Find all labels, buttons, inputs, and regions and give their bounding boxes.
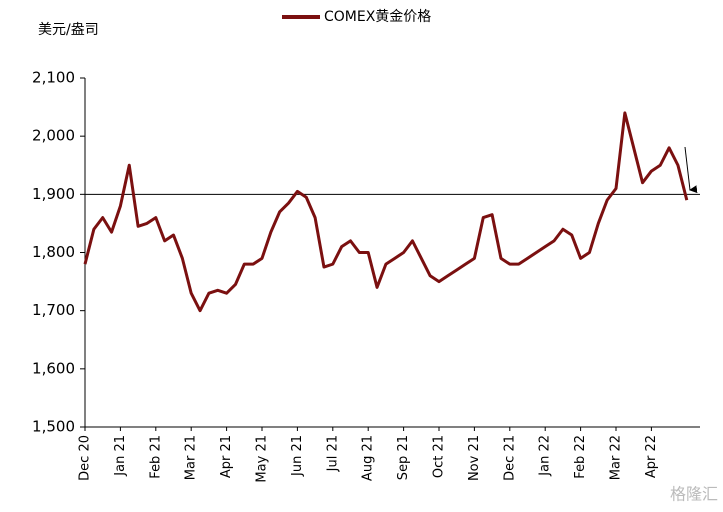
x-tick-label: Jan 21 bbox=[113, 435, 128, 477]
y-tick-label: 1,600 bbox=[32, 359, 75, 377]
y-tick-label: 1,700 bbox=[32, 301, 75, 319]
x-tick-label: Aug 21 bbox=[361, 435, 376, 481]
watermark: 格隆汇 bbox=[670, 485, 718, 504]
x-tick-label: Sep 21 bbox=[396, 435, 411, 480]
x-tick-label: Nov 21 bbox=[467, 435, 482, 481]
x-tick-label: Oct 21 bbox=[432, 435, 447, 478]
x-tick-label: Jun 21 bbox=[290, 435, 305, 477]
x-tick-label: Jul 21 bbox=[325, 435, 340, 472]
y-axis-label: 美元/盎司 bbox=[38, 22, 99, 38]
arrow bbox=[684, 146, 698, 194]
legend-label: COMEX黄金价格 bbox=[324, 8, 431, 25]
y-tick-label: 2,100 bbox=[32, 69, 75, 87]
x-tick-label: Dec 21 bbox=[502, 435, 517, 481]
x-tick-label: Apr 21 bbox=[219, 435, 234, 478]
y-tick-label: 1,800 bbox=[32, 243, 75, 261]
x-tick-label: Jan 22 bbox=[538, 435, 553, 477]
x-tick-label: Feb 22 bbox=[573, 435, 588, 479]
x-tick-label: May 21 bbox=[255, 435, 270, 483]
x-tick-label: Mar 22 bbox=[609, 435, 624, 480]
price-line bbox=[83, 111, 689, 313]
x-tick-label: Mar 21 bbox=[184, 435, 199, 480]
y-tick-label: 1,900 bbox=[32, 185, 75, 203]
x-tick-label: Apr 22 bbox=[644, 435, 659, 478]
x-tick-label: Feb 21 bbox=[148, 435, 163, 479]
y-tick-label: 2,000 bbox=[32, 127, 75, 145]
y-tick-label: 1,500 bbox=[32, 418, 75, 436]
x-tick-label: Dec 20 bbox=[78, 435, 93, 481]
